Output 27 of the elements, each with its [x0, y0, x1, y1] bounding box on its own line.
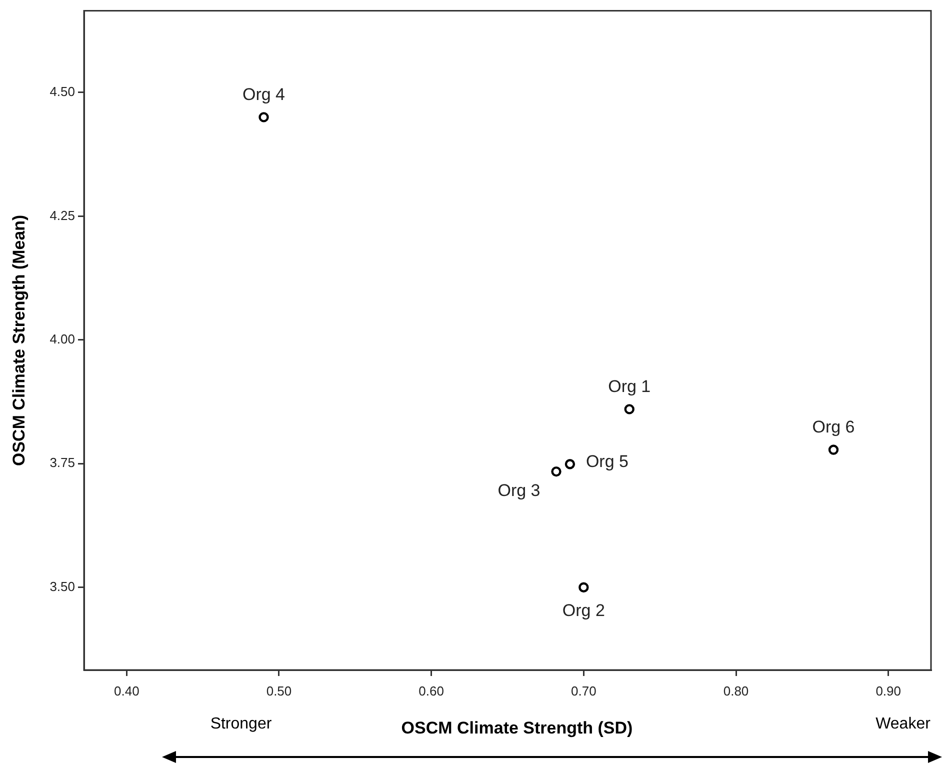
series-label: Org 1: [608, 376, 651, 396]
point: [564, 459, 576, 470]
x-tick-label: 0.50: [266, 683, 292, 698]
text: Stronger: [210, 715, 272, 732]
point: [828, 444, 839, 455]
x-tick-label: 0.90: [876, 683, 901, 698]
y-tick-label: 3.50: [50, 578, 75, 594]
series-label: Org 3: [498, 481, 540, 500]
y-tick-label: 3.75: [50, 455, 75, 470]
series-label: Org 6: [812, 417, 855, 436]
series-label: Org 4: [242, 84, 286, 104]
x-tick-label: 0.80: [723, 683, 749, 698]
y-tick-label: 4.25: [50, 208, 75, 223]
x-tick-label: 0.60: [418, 683, 444, 698]
x-tick-label: 0.70: [571, 683, 596, 698]
series-label: Org 2: [562, 601, 605, 620]
x-tick-label: 0.40: [114, 683, 140, 698]
text: Weaker: [876, 715, 932, 732]
point: [551, 466, 562, 477]
series-label: Org 5: [586, 452, 628, 471]
point: [624, 404, 634, 414]
y-axis-title: OSCM Climate Strength (Mean): [10, 214, 29, 466]
point: [258, 112, 269, 122]
y-tick-label: 4.50: [50, 84, 75, 100]
x-axis-title: OSCM Climate Strength (SD): [401, 718, 633, 738]
y-tick-label: 4.00: [50, 331, 75, 346]
point: [578, 582, 589, 592]
